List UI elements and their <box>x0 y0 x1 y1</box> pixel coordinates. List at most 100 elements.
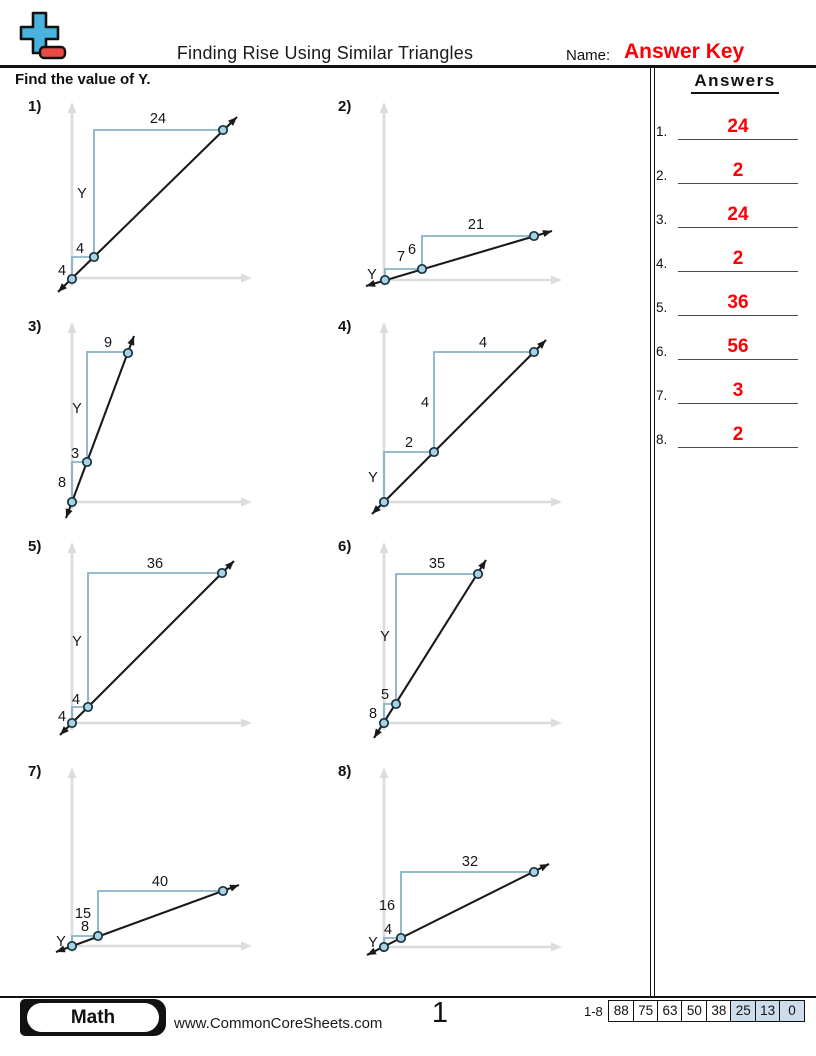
line-point <box>416 263 428 275</box>
answer-number: 5. <box>656 300 668 315</box>
line-point <box>472 568 484 580</box>
measure-label: Y <box>368 470 378 486</box>
line-point <box>217 124 229 136</box>
problem-2-graph: Y 7 6 21 <box>365 102 562 288</box>
answer-number: 2. <box>656 168 668 183</box>
answer-number: 3. <box>656 212 668 227</box>
line-arrowhead <box>228 117 237 126</box>
problem-8-graph: Y4 16 32 <box>366 767 562 956</box>
line-arrowhead <box>229 884 239 892</box>
score-cells: 88 75 63 50 38 25 13 0 <box>608 1000 806 1022</box>
answer-number: 1. <box>656 124 668 139</box>
line-arrowhead <box>539 864 549 872</box>
footer-divider <box>0 996 816 998</box>
problem-number: 6) <box>338 538 352 555</box>
line-point <box>379 274 391 286</box>
measure-label: 8 <box>369 706 377 722</box>
measure-label: 21 <box>468 217 484 233</box>
answer-row: 4. 2 <box>656 242 798 272</box>
line-point <box>378 941 390 953</box>
y-axis-arrowhead <box>67 767 77 778</box>
x-axis-arrowhead <box>241 941 252 951</box>
y-axis-arrowhead <box>379 767 389 778</box>
score-cell: 75 <box>632 1000 659 1022</box>
instruction-text: Find the value of Y. <box>15 71 151 88</box>
header-divider <box>0 65 816 68</box>
measure-label: 36 <box>147 556 163 572</box>
y-axis-arrowhead <box>379 102 389 113</box>
score-table: 1-8 88 75 63 50 38 25 13 0 <box>584 1000 806 1022</box>
line-arrowhead <box>60 726 69 735</box>
x-axis-arrowhead <box>551 718 562 728</box>
line-point <box>378 496 390 508</box>
line-point <box>528 866 540 878</box>
line-point <box>66 496 78 508</box>
line-point <box>216 567 228 579</box>
triangle-guide <box>383 451 434 502</box>
measure-label: Y <box>368 935 378 951</box>
line-arrowhead <box>65 508 73 518</box>
commoncoresheets-logo plus-minus-icon <box>19 11 67 60</box>
answer-value: 24 <box>678 116 798 140</box>
measure-label: 32 <box>462 854 478 870</box>
triangle-guide <box>71 706 88 723</box>
subject-badge: Math <box>20 999 166 1036</box>
answer-value: 2 <box>678 248 798 272</box>
problem-6: 8 5 Y 35 6) <box>330 530 630 755</box>
measure-label: 4 <box>72 692 80 708</box>
line-point <box>122 347 134 359</box>
measure-label: Y <box>77 186 87 202</box>
problem-number: 7) <box>28 763 42 780</box>
measure-label: Y <box>56 934 66 950</box>
problem-number: 4) <box>338 318 352 335</box>
problem-number: 2) <box>338 98 352 115</box>
line-point <box>428 446 440 458</box>
measure-label: Y <box>367 267 377 283</box>
x-axis-arrowhead <box>551 275 562 285</box>
answer-row: 8. 2 <box>656 418 798 448</box>
line-arrowhead <box>478 560 486 570</box>
problem-5-graph: 44 Y 36 <box>58 542 252 736</box>
line-point <box>378 717 390 729</box>
measure-label: 4 <box>58 263 66 279</box>
line-arrowhead <box>366 279 376 287</box>
problem-4-graph: Y 2 4 4 <box>368 322 562 515</box>
problem-number: 8) <box>338 763 352 780</box>
y-axis-arrowhead <box>67 322 77 333</box>
y-axis-arrowhead <box>67 102 77 113</box>
problem-5: 4 4 Y 36 5) <box>20 530 320 755</box>
triangle-guide <box>400 871 534 938</box>
line-point <box>390 698 402 710</box>
measure-label: 2 <box>405 435 413 451</box>
measure-label: 5 <box>381 687 389 703</box>
measure-label: Y <box>72 634 82 650</box>
triangle-guide <box>97 890 223 936</box>
graphed-line <box>373 559 487 739</box>
line-arrowhead <box>542 230 552 238</box>
y-axis-arrowhead <box>379 322 389 333</box>
measure-label: 8 <box>58 475 66 491</box>
problem-8: Y 4 16 32 8) <box>330 755 630 980</box>
answers-heading: Answers <box>660 71 810 94</box>
triangle-guide <box>86 351 128 462</box>
problem-number: 1) <box>28 98 42 115</box>
graphed-line <box>365 229 553 288</box>
answer-value: 36 <box>678 292 798 316</box>
answer-key-text: Answer Key <box>624 40 745 63</box>
measure-label: 24 <box>150 111 166 127</box>
measure-label: 15 <box>75 906 91 922</box>
answer-row: 6. 56 <box>656 330 798 360</box>
measure-label: Y <box>72 401 82 417</box>
graphed-line <box>371 339 547 515</box>
measure-label: 3 <box>71 446 79 462</box>
measure-label: 9 <box>104 335 112 351</box>
answer-number: 4. <box>656 256 668 271</box>
line-point <box>81 456 93 468</box>
measure-label: 4 <box>76 241 84 257</box>
page-number: 1 <box>431 997 449 1029</box>
line-point <box>217 885 229 897</box>
line-point <box>88 251 100 263</box>
line-point <box>66 717 78 729</box>
measure-label: 40 <box>152 874 168 890</box>
